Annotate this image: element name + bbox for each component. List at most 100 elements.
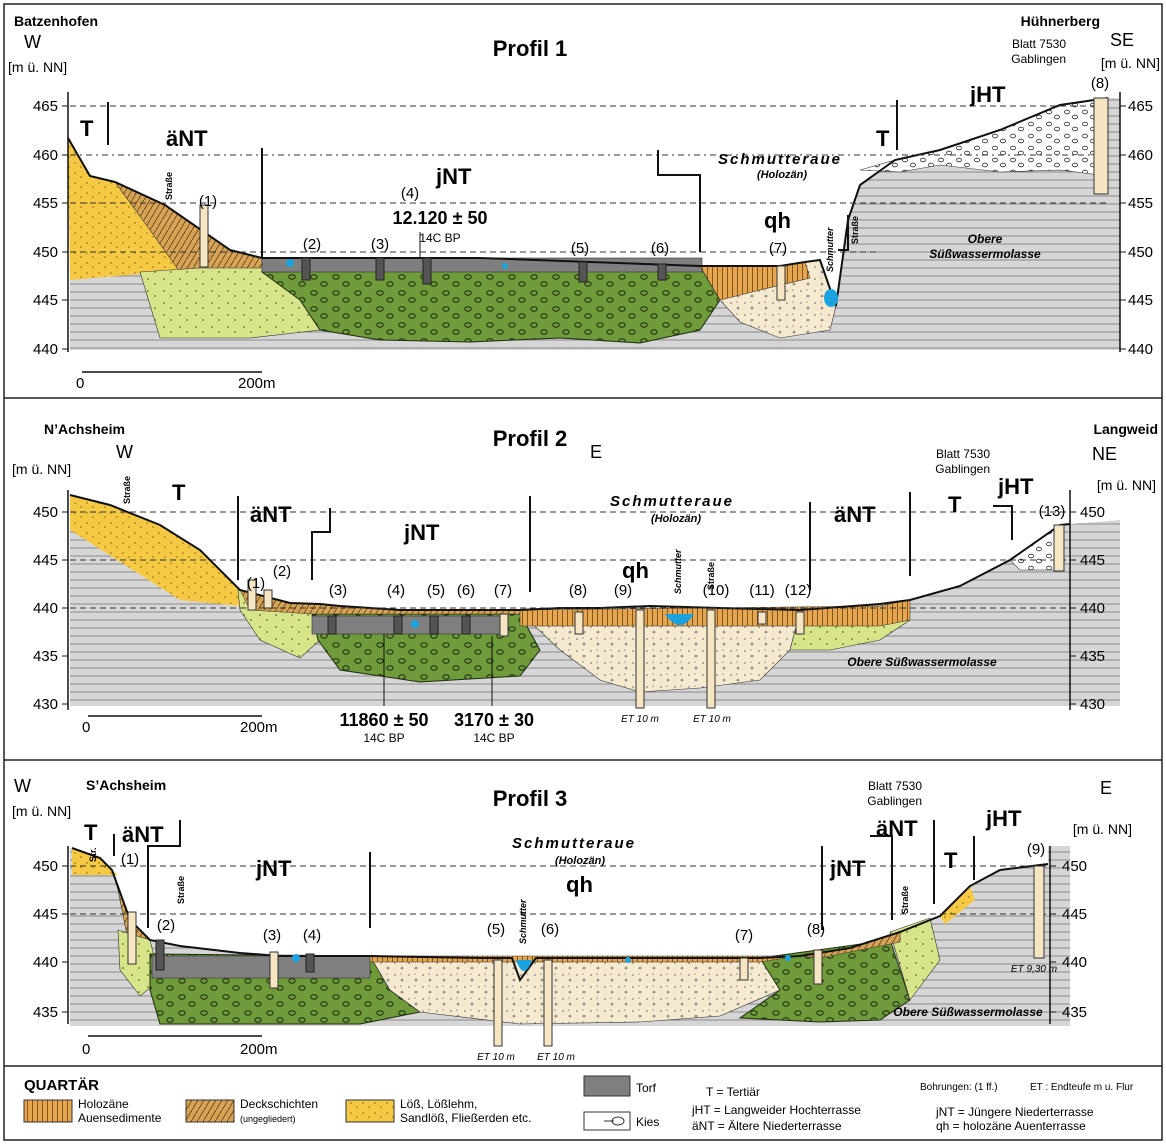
aue-label: Schmutteraue — [512, 835, 636, 852]
profile-1: Profil 1 Batzenhofen W [m ü. NN] Hühnerb… — [8, 13, 1160, 392]
borehole-4 — [305, 953, 315, 973]
tick-label: 435 — [1062, 1004, 1087, 1021]
borehole-5 — [429, 615, 439, 635]
bedrock-label: Obere Süßwassermolasse — [893, 1005, 1043, 1019]
legend-heading: QUARTÄR — [24, 1077, 99, 1094]
legend-label: Sandlöß, Fließerden etc. — [400, 1111, 531, 1125]
tick-label: 430 — [1080, 696, 1105, 713]
right-direction: SE — [1110, 30, 1134, 50]
right-unit: [m ü. NN] — [1097, 477, 1156, 493]
terrace-label: T — [172, 480, 186, 505]
tick-label: 450 — [1128, 244, 1153, 261]
jnt-gravel — [738, 939, 911, 1023]
tick-label: 455 — [33, 195, 58, 212]
radiocarbon-unit: 14C BP — [473, 731, 514, 745]
loess-unit — [940, 886, 975, 924]
scale-label: 200m — [238, 375, 276, 392]
right-place: Langweid — [1093, 421, 1158, 437]
borehole-3 — [327, 615, 337, 635]
water-table-marker — [286, 259, 294, 267]
terrace-label: T — [80, 116, 94, 141]
bedrock-label: Süßwassermolasse — [929, 247, 1041, 261]
borehole-7 — [499, 613, 509, 637]
terrace-label: T — [84, 820, 98, 845]
borehole-8 — [574, 611, 584, 635]
terrace-label: äNT — [250, 502, 292, 527]
legend-note: ET : Endteufe m u. Flur — [1030, 1082, 1134, 1093]
borehole-label: (2) — [273, 563, 291, 580]
tick-label: 440 — [33, 600, 58, 617]
tick-label: 455 — [1128, 195, 1153, 212]
borehole-label: (3) — [329, 582, 347, 599]
borehole-label: (8) — [807, 921, 825, 938]
legend-abbr: qh = holozäne Auenterrasse — [936, 1119, 1086, 1133]
tick-label: 445 — [1080, 552, 1105, 569]
water-table-marker — [411, 620, 419, 628]
sheet-line-2: Gablingen — [867, 794, 922, 808]
sheet-line-1: Blatt 7530 — [868, 779, 922, 793]
borehole-5 — [578, 261, 588, 283]
water-table-marker — [785, 955, 791, 961]
road-label: Straße — [176, 876, 186, 904]
date-leaders — [383, 634, 493, 706]
water-table-marker — [502, 263, 508, 269]
borehole-11 — [757, 611, 767, 625]
borehole-label: (6) — [457, 582, 475, 599]
scale-label: 200m — [240, 1041, 278, 1058]
figure-frame — [3, 3, 1163, 1141]
scale-label: 0 — [82, 719, 90, 736]
tick-label: 450 — [1062, 858, 1087, 875]
sky-area — [70, 846, 1048, 980]
river-label: Schmutter — [673, 549, 683, 594]
sky-area — [70, 490, 1120, 610]
borehole-6 — [461, 615, 471, 635]
borehole-label: (10) — [703, 582, 730, 599]
tick-label: 445 — [1062, 906, 1087, 923]
borehole-label: (13) — [1039, 503, 1066, 520]
borehole-1 — [127, 911, 137, 965]
right-place: Hühnerberg — [1021, 13, 1100, 29]
profile-title: Profil 2 — [493, 426, 568, 451]
borehole-7 — [776, 265, 786, 301]
legend-label: Löß, Lößlehm, — [400, 1097, 477, 1111]
middle-direction: E — [590, 442, 602, 462]
road-label: Str. — [88, 847, 98, 862]
legend-swatch-gravel — [583, 1111, 631, 1131]
left-unit: [m ü. NN] — [12, 461, 71, 477]
terrace-label: äNT — [122, 822, 164, 847]
borehole-label: (9) — [614, 582, 632, 599]
right-direction: NE — [1092, 444, 1117, 464]
terrace-label: jHT — [985, 806, 1022, 831]
terrace-label: qh — [622, 558, 649, 583]
terrace-label: jNT — [255, 856, 292, 881]
legend-label: Deckschichten — [240, 1097, 318, 1111]
borehole-label: (7) — [735, 927, 753, 944]
legend-swatch-cover — [185, 1099, 235, 1123]
borehole-label: (3) — [263, 927, 281, 944]
river-label: Schmutter — [518, 899, 528, 944]
left-place: Batzenhofen — [14, 13, 98, 29]
radiocarbon-date: 3170 ± 30 — [454, 710, 534, 730]
borehole-label: (7) — [769, 240, 787, 257]
borehole-9 — [635, 609, 645, 709]
schmutter-river — [516, 960, 532, 971]
terrace-label: äNT — [166, 126, 208, 151]
legend-label: (ungegliedert) — [240, 1114, 296, 1124]
terrace-label: jHT — [969, 82, 1006, 107]
profile-title: Profil 3 — [493, 786, 568, 811]
river-label: Schmutter — [825, 227, 835, 272]
borehole-label: (11) — [749, 582, 775, 599]
borehole-label: (12) — [785, 582, 812, 599]
tick-label: 460 — [33, 147, 58, 164]
left-place: N’Achsheim — [44, 421, 125, 437]
terrain-surface — [67, 97, 1109, 307]
borehole-label: (4) — [401, 185, 419, 202]
road-label: Straße — [164, 172, 174, 200]
left-unit: [m ü. NN] — [12, 803, 71, 819]
terrain-surface — [71, 847, 1049, 983]
borehole-label: (1) — [199, 193, 217, 210]
road-label: Straße — [122, 476, 132, 504]
terrace-boundaries — [237, 492, 1013, 592]
borehole-label: (7) — [494, 582, 512, 599]
